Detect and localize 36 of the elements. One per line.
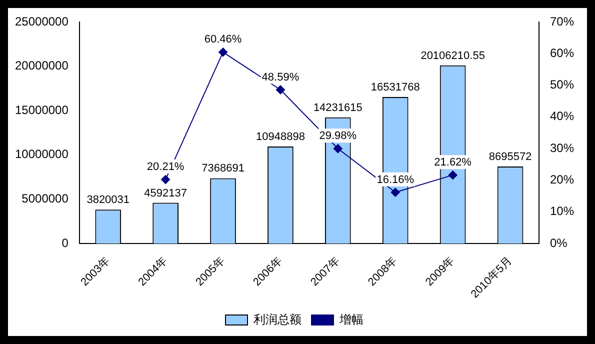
point xyxy=(333,144,342,154)
y-tick-label: 15000000 xyxy=(15,102,69,117)
data-label: 16.16% xyxy=(376,174,414,186)
data-label: 21.62% xyxy=(434,156,472,169)
y2-tick-label: 70% xyxy=(550,14,574,28)
y-tick-label: 0 xyxy=(62,236,69,250)
y2-tick-label: 50% xyxy=(550,78,574,92)
data-label: 3820031 xyxy=(86,194,130,206)
y2-tick-label: 30% xyxy=(550,140,574,155)
legend-label: 利润总额 xyxy=(254,312,302,326)
y-tick-label: 10000000 xyxy=(15,147,69,162)
y2-tick-label: 10% xyxy=(550,204,574,218)
y-tick-label: 25000000 xyxy=(15,14,69,28)
data-label: 4592137 xyxy=(144,187,187,200)
data-label: 29.98% xyxy=(319,130,357,142)
y2-tick-label: 0% xyxy=(550,236,568,250)
data-label: 10948898 xyxy=(256,131,305,144)
data-label: 7368691 xyxy=(202,162,244,175)
data-label: 48.59% xyxy=(262,71,300,84)
point xyxy=(276,85,285,94)
data-label: 60.46% xyxy=(204,34,242,46)
y2-tick-label: 20% xyxy=(550,172,574,187)
data-label: 20.21% xyxy=(146,161,184,174)
y2-tick-label: 60% xyxy=(550,46,574,60)
point xyxy=(218,48,228,57)
y2-tick-label: 40% xyxy=(550,109,574,124)
data-label: 14231615 xyxy=(313,102,362,114)
point xyxy=(390,188,400,197)
y-tick-label: 20000000 xyxy=(15,58,69,73)
data-label: 20106210.55 xyxy=(420,50,485,62)
legend-label: 增幅 xyxy=(338,312,364,326)
point xyxy=(448,170,458,180)
y-tick-label: 5000000 xyxy=(22,191,69,206)
point xyxy=(161,175,170,184)
data-label: 16531768 xyxy=(370,82,420,94)
data-label: 8695572 xyxy=(488,150,532,163)
